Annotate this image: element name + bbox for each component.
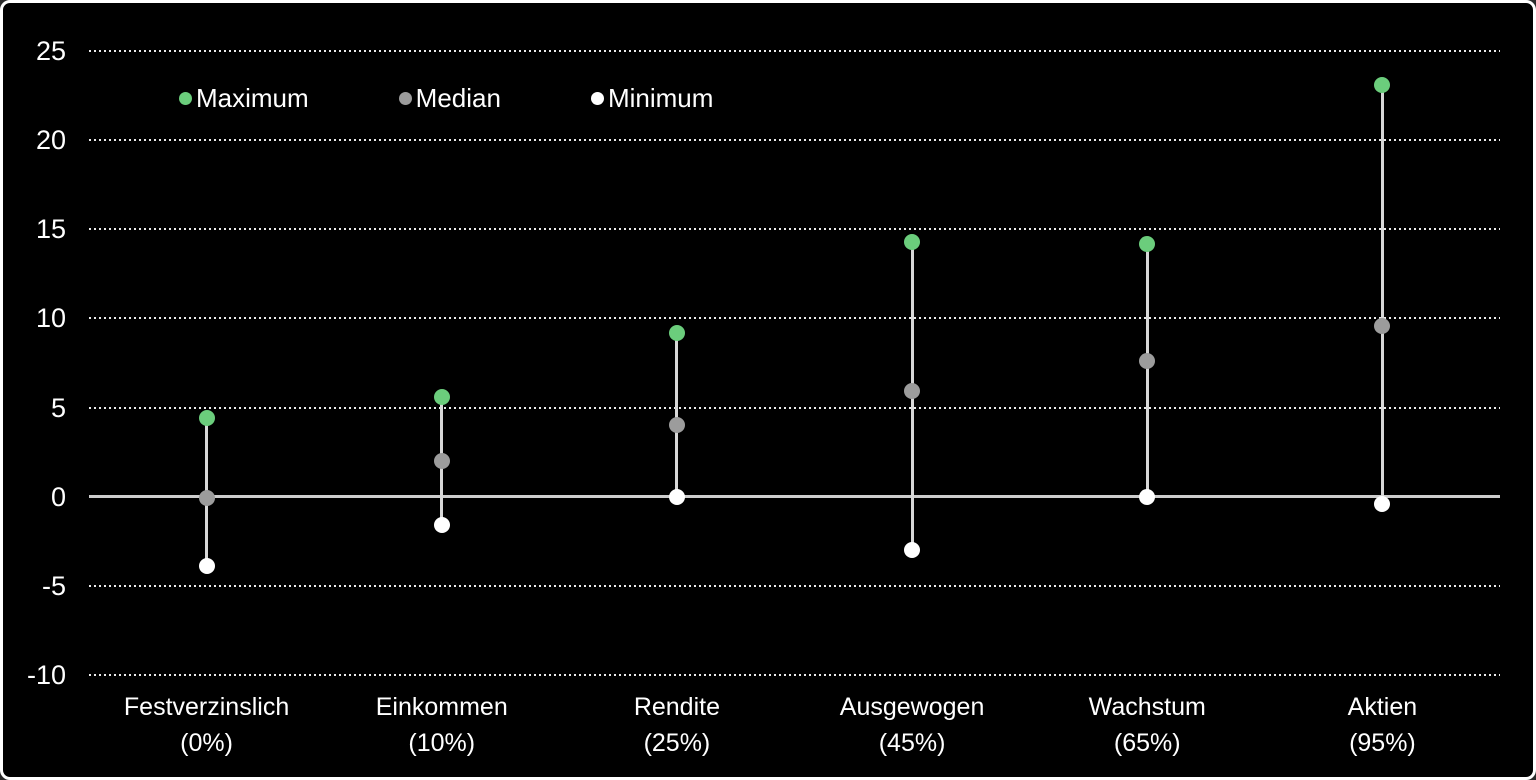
y-tick-label: 15 <box>35 214 66 245</box>
gridline--5 <box>89 584 1500 587</box>
minimum-dot <box>1139 488 1156 505</box>
gridline-25 <box>89 50 1500 53</box>
category-label-einkommen: Einkommen (10%) <box>322 689 562 761</box>
y-tick-label: -10 <box>26 659 66 690</box>
gridline-5 <box>89 406 1500 409</box>
y-tick-label: -5 <box>41 570 66 601</box>
category-sublabel: (0%) <box>180 729 233 757</box>
plot-area: 25 20 15 10 5 0 -5 -10 Festverzinslich (0%) Einkom… <box>3 3 1533 777</box>
range-line-5 <box>1380 85 1384 504</box>
maximum-dot <box>1374 77 1391 94</box>
minimum-dot <box>668 488 685 505</box>
y-tick-label: 0 <box>50 481 66 512</box>
category-label-aktien: Aktien (95%) <box>1262 689 1502 761</box>
gridline-10 <box>89 317 1500 320</box>
legend-item-median: Median <box>398 82 501 114</box>
legend-label-maximum: Maximum <box>196 82 309 113</box>
minimum-dot <box>904 542 921 559</box>
minimum-dot-icon <box>590 91 604 105</box>
y-tick-label: 25 <box>35 36 66 67</box>
maximum-dot <box>433 388 450 405</box>
maximum-dot-icon <box>179 91 192 105</box>
gridline-15 <box>89 228 1500 231</box>
category-label-wachstum: Wachstum (65%) <box>1027 689 1267 761</box>
minimum-dot <box>433 517 450 534</box>
legend-label-minimum: Minimum <box>607 82 714 113</box>
y-tick-label: 5 <box>50 392 66 423</box>
gridline--10 <box>89 673 1500 676</box>
category-label-ausgewogen: Ausgewogen (45%) <box>792 689 1032 761</box>
category-sublabel: (10%) <box>408 729 476 757</box>
legend: Maximum Median Minimum <box>179 82 803 114</box>
median-dot-icon <box>398 91 412 105</box>
legend-label-median: Median <box>415 82 501 113</box>
legend-item-minimum: Minimum <box>590 82 714 114</box>
median-dot <box>904 383 921 400</box>
category-sublabel: (95%) <box>1349 729 1416 757</box>
maximum-dot <box>668 324 685 341</box>
median-dot <box>198 490 215 507</box>
category-sublabel: (65%) <box>1113 729 1181 757</box>
category-sublabel: (45%) <box>878 729 946 757</box>
maximum-dot <box>1139 235 1156 252</box>
maximum-dot <box>198 410 215 427</box>
zero-axis-line <box>89 495 1500 499</box>
category-label-festverzinslich: Festverzinslich (0%) <box>87 689 327 761</box>
median-dot <box>1374 317 1391 334</box>
minimum-dot <box>198 558 215 575</box>
category-label-rendite: Rendite (25%) <box>557 689 797 761</box>
median-dot <box>1139 353 1156 370</box>
range-line-4 <box>1145 243 1149 497</box>
legend-item-maximum: Maximum <box>179 83 309 114</box>
gridline-20 <box>89 139 1500 142</box>
maximum-dot <box>904 233 921 250</box>
y-tick-label: 20 <box>35 125 66 156</box>
y-tick-label: 10 <box>35 303 66 334</box>
category-sublabel: (25%) <box>643 729 711 757</box>
median-dot <box>668 417 685 434</box>
minimum-dot <box>1374 495 1391 512</box>
median-dot <box>433 452 450 469</box>
range-line-2 <box>675 332 679 497</box>
